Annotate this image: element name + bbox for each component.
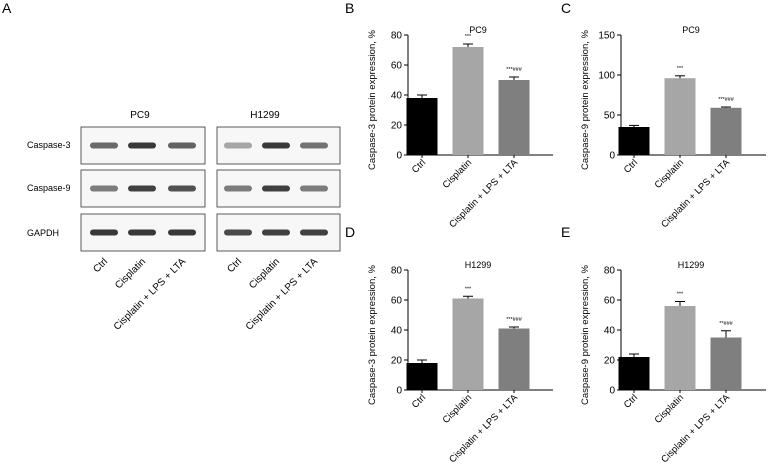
significance-label: ***### — [506, 317, 523, 323]
lane-label: Cisplatin — [113, 256, 148, 291]
blot-band — [90, 142, 118, 149]
significance-label: *** — [677, 66, 684, 72]
western-blot-panel: A PC9 H1299 Caspase-3 Caspase-9 GAPDH Ct… — [2, 0, 341, 333]
lane-label: Cisplatin — [247, 256, 282, 291]
chart-title: H1299 — [678, 260, 705, 270]
y-tick-label: 60 — [391, 61, 403, 72]
y-axis-label: Caspase-9 protein expression, % — [580, 264, 591, 404]
blot-band — [300, 142, 328, 149]
y-tick-label: 50 — [604, 111, 616, 122]
protein-label-caspase-3: Caspase-3 — [27, 140, 71, 150]
x-tick-label: Cisplatin — [653, 157, 687, 191]
chart-panel-b: B PC9 0 20 40 60 80 Caspase-3 protein expressio… — [345, 0, 553, 230]
y-tick-label: 20 — [391, 356, 403, 367]
significance-label: *** — [465, 34, 472, 40]
blot-band — [300, 229, 328, 236]
x-tick-label: Cisplatin — [441, 392, 475, 426]
blot-band — [128, 229, 156, 236]
bar-ctrl — [406, 98, 438, 155]
chart-panel-c: C PC9 0 50 100 150 Caspase-9 protein expressio… — [561, 0, 766, 230]
blot-band — [300, 185, 328, 192]
blot-group-label-h1299: H1299 — [250, 110, 280, 121]
blot-band — [262, 185, 290, 192]
y-tick-label: 20 — [391, 121, 403, 132]
y-tick-label: 100 — [598, 71, 615, 82]
panel-letter-c: C — [561, 0, 571, 16]
blot-band — [224, 142, 252, 149]
blot-band — [224, 185, 252, 192]
significance-label: *** — [677, 292, 684, 298]
panel-letter-b: B — [345, 0, 354, 16]
chart-panel-d: D H1299 0 20 40 60 80 Caspase-3 protein express… — [345, 224, 553, 465]
x-tick-label: Ctrl — [410, 157, 428, 175]
blot-band — [224, 229, 252, 236]
y-tick-label: 20 — [604, 356, 616, 367]
y-axis-label: Caspase-3 protein expression, % — [367, 29, 378, 169]
chart-title: H1299 — [465, 260, 492, 270]
x-tick-label: Ctrl — [622, 157, 640, 175]
x-tick-label: Ctrl — [622, 392, 640, 410]
bar-cisplatin — [664, 78, 696, 155]
lane-label: Ctrl — [225, 256, 244, 275]
y-tick-label: 80 — [604, 266, 616, 277]
panel-letter-d: D — [345, 224, 355, 240]
bar-cisplatin-lps-lta — [498, 328, 530, 390]
bar-cisplatin — [452, 47, 484, 155]
blot-band — [168, 185, 196, 192]
y-axis-label: Caspase-3 protein expression, % — [367, 264, 378, 404]
blot-band — [262, 142, 290, 149]
chart-panel-e: E H1299 0 20 40 60 80 Caspase-9 protein express… — [561, 224, 766, 465]
lane-label: Cisplatin + LPS + LTA — [244, 256, 321, 333]
blot-group-label-pc9: PC9 — [130, 110, 150, 121]
panel-letter-a: A — [2, 0, 12, 16]
lane-label: Ctrl — [91, 256, 110, 275]
panel-letter-e: E — [561, 224, 570, 240]
y-tick-label: 40 — [391, 91, 403, 102]
chart-title: PC9 — [682, 25, 700, 35]
significance-label: ***### — [506, 67, 523, 73]
y-tick-label: 60 — [604, 296, 616, 307]
y-tick-label: 40 — [604, 326, 616, 337]
blot-band — [168, 142, 196, 149]
protein-label-gapdh: GAPDH — [27, 228, 59, 238]
blot-band — [128, 185, 156, 192]
bar-cisplatin-lps-lta — [710, 337, 742, 390]
significance-label: **### — [719, 321, 733, 327]
blot-band — [262, 229, 290, 236]
blot-band — [168, 229, 196, 236]
protein-label-caspase-9: Caspase-9 — [27, 183, 71, 193]
y-tick-label: 150 — [598, 31, 615, 42]
x-tick-label: Ctrl — [410, 392, 428, 410]
y-tick-label: 0 — [609, 151, 615, 162]
chart-title: PC9 — [469, 25, 487, 35]
bar-cisplatin — [664, 306, 696, 390]
y-tick-label: 0 — [609, 386, 615, 397]
blot-band — [90, 185, 118, 192]
bar-ctrl — [618, 357, 650, 390]
bar-cisplatin-lps-lta — [710, 107, 742, 155]
bar-ctrl — [406, 363, 438, 390]
significance-label: ***### — [718, 97, 735, 103]
bar-ctrl — [618, 127, 650, 155]
y-tick-label: 80 — [391, 31, 403, 42]
bar-cisplatin-lps-lta — [498, 80, 530, 155]
y-tick-label: 0 — [396, 151, 402, 162]
bar-cisplatin — [452, 298, 484, 390]
blot-band — [90, 229, 118, 236]
y-tick-label: 60 — [391, 296, 403, 307]
y-tick-label: 80 — [391, 266, 403, 277]
significance-label: *** — [465, 286, 472, 292]
y-axis-label: Caspase-9 protein expression, % — [580, 29, 591, 169]
y-tick-label: 40 — [391, 326, 403, 337]
blot-band — [128, 142, 156, 149]
y-tick-label: 0 — [396, 386, 402, 397]
x-tick-label: Cisplatin — [441, 157, 475, 191]
x-tick-label: Cisplatin — [653, 392, 687, 426]
lane-label: Cisplatin + LPS + LTA — [112, 256, 189, 333]
